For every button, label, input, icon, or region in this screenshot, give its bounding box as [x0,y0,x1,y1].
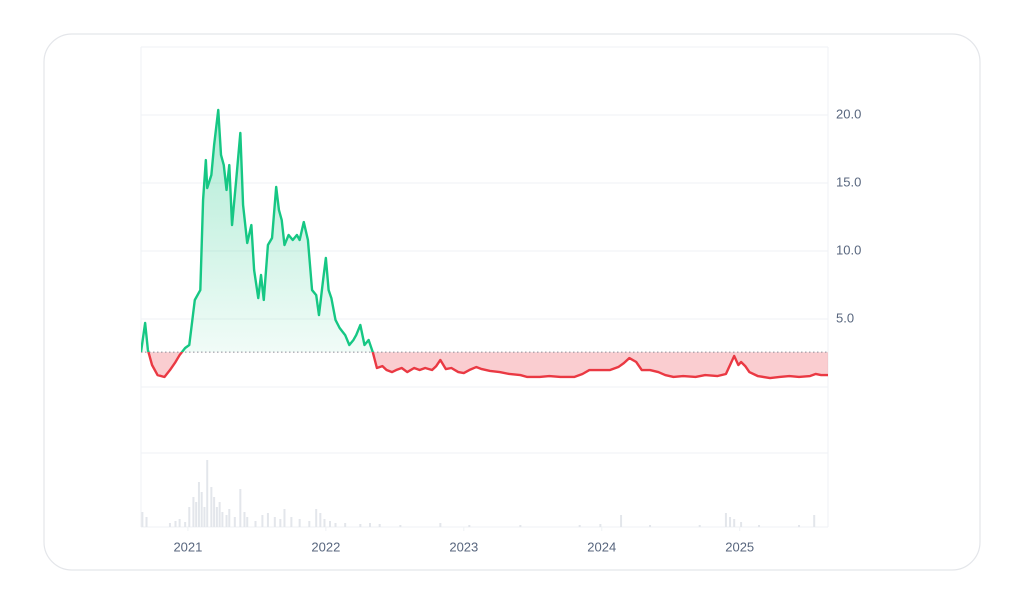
volume-bar [213,497,216,527]
volume-bar [188,507,191,527]
volume-bar [315,509,318,527]
volume-bar [174,521,177,527]
x-tick-label: 2025 [725,539,754,554]
volume-bar [195,502,198,527]
volume-bar [344,523,347,527]
volume-bar [798,525,801,527]
volume-bar [221,512,224,527]
volume-bar [197,482,200,527]
volume-bar [729,517,732,527]
volume-bar [168,523,171,527]
card [43,33,981,571]
volume-bar [184,522,187,527]
volume-bar [225,515,228,527]
x-tick-label: 2023 [449,539,478,554]
y-tick-label: 15.0 [836,174,861,189]
volume-bar [261,515,264,527]
volume-bar [206,460,209,527]
volume-bar [145,517,148,527]
volume-bar [200,492,203,527]
volume-bar [192,497,195,527]
volume-bar [233,517,236,527]
volume-bar [279,519,282,527]
volume-bar [328,521,331,527]
volume-bar [649,525,652,527]
y-tick-label: 10.0 [836,242,861,257]
volume-bar [178,519,181,527]
volume-bar [141,512,144,527]
volume-bar [323,519,326,527]
volume-bar [359,524,362,527]
volume-bar [733,519,736,527]
volume-bar [218,502,221,527]
volume-bar [698,525,701,527]
volume-bar [468,525,471,527]
volume-bar [813,515,816,527]
volume-bar [308,521,311,527]
y-tick-label: 20.0 [836,106,861,121]
area-down [141,352,828,379]
volume-bar [334,523,337,527]
volume-bar [266,513,269,527]
volume-bar [254,521,257,527]
line-up [141,108,374,353]
x-tick-label: 2022 [311,539,340,554]
volume-bar [724,513,727,527]
volume-bar [620,515,623,527]
volume-bar [578,525,581,527]
volume-bar [758,525,761,527]
volume-bar [290,517,293,527]
volume-bar [298,519,301,527]
line-down [141,352,828,380]
volume-bar [283,509,286,527]
volume-bar [319,513,322,527]
x-tick-label: 2021 [173,539,202,554]
volume-bar [246,517,249,527]
volume-bar [519,525,522,527]
volume-bar [740,522,743,527]
volume-bar [273,517,276,527]
volume-bar [243,512,246,527]
volume-bar [399,525,402,527]
volume-bar [215,507,218,527]
volume-bar [210,487,213,527]
x-tick-label: 2024 [587,539,616,554]
y-tick-label: 5.0 [836,310,854,325]
volume-bar [228,509,231,527]
volume-bar [439,523,442,527]
volume-bar [599,524,602,527]
volume-bar [203,507,206,527]
volume-bar [239,489,242,527]
volume-bar [369,523,371,527]
volume-bar [378,524,381,527]
